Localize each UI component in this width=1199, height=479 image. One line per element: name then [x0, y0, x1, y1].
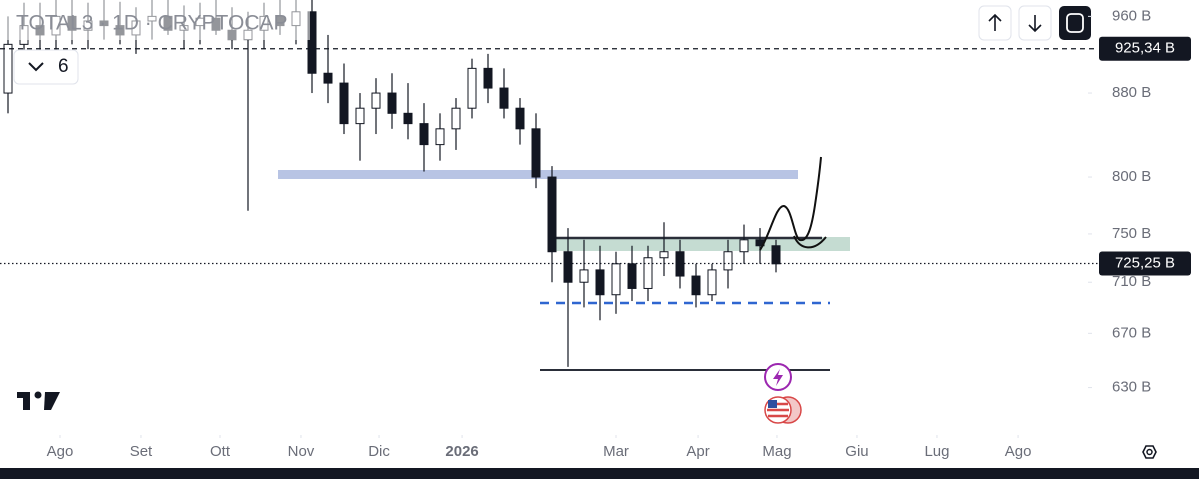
x-tick-label: 2026: [445, 443, 478, 460]
candle-body: [419, 123, 429, 146]
y-tick-label: 960 B: [1112, 7, 1151, 24]
y-tick-label: 880 B: [1112, 84, 1151, 101]
settings-button[interactable]: [1142, 445, 1157, 459]
y-tick-label: 750 B: [1112, 225, 1151, 242]
candle-body: [355, 107, 365, 125]
price-tag: [1099, 251, 1191, 276]
y-tick-label: 630 B: [1112, 379, 1151, 396]
candle-body: [611, 263, 621, 296]
candle-body: [595, 269, 605, 296]
candle-body: [339, 82, 349, 125]
bottom-bar: [0, 468, 1199, 479]
candle-body: [483, 67, 493, 89]
logo: [17, 391, 60, 410]
y-tick-label: 710 B: [1112, 273, 1151, 290]
candle-body: [627, 263, 637, 289]
x-tick-label: Ago: [1005, 443, 1032, 460]
symbol-title: TOTAL3 · 1D · CRYPTOCAP: [16, 12, 288, 35]
x-tick-label: Mag: [762, 443, 791, 460]
candle-body: [307, 11, 317, 74]
candle-body: [387, 92, 397, 114]
candle-body: [323, 72, 333, 84]
candle-body: [723, 251, 733, 271]
x-tick-label: Ott: [210, 443, 231, 460]
candles: [3, 0, 781, 367]
event-icon[interactable]: [764, 396, 802, 424]
fullscreen-button[interactable]: [1059, 6, 1091, 40]
indicator-count: 6: [58, 56, 69, 77]
drawn-sketch: [759, 156, 822, 251]
price-tag-label: 725,25 B: [1115, 254, 1175, 271]
drawn-sketch: [793, 235, 827, 249]
x-tick-label: Giu: [845, 443, 868, 460]
candle-body: [691, 275, 701, 296]
x-tick-label: Dic: [368, 443, 390, 460]
x-tick-label: Lug: [924, 443, 949, 460]
legend-backdrop: [0, 0, 310, 40]
candle-body: [451, 107, 461, 130]
x-tick-label: Nov: [288, 443, 315, 460]
indicator-toggle[interactable]: 6: [13, 49, 79, 85]
scroll-up-button[interactable]: [978, 5, 1012, 41]
candle-body: [643, 257, 653, 289]
candle-body: [371, 92, 381, 109]
y-tick-label: 800 B: [1112, 168, 1151, 185]
y-tick-label: 670 B: [1112, 324, 1151, 341]
scroll-down-button[interactable]: [1018, 5, 1052, 41]
candle-body: [435, 128, 445, 146]
candle-body: [467, 67, 477, 109]
x-tick-label: Mar: [603, 443, 629, 460]
candle-body: [499, 87, 509, 109]
candle-body: [515, 107, 525, 130]
x-tick-label: Set: [130, 443, 153, 460]
candle-body: [547, 176, 557, 253]
candle-body: [659, 251, 669, 259]
candle-body: [403, 112, 413, 125]
x-tick-label: Ago: [47, 443, 74, 460]
candle-body: [739, 239, 749, 253]
event-icon[interactable]: [764, 363, 792, 391]
candle-body: [707, 269, 717, 296]
candle-body: [771, 245, 781, 265]
x-tick-label: Apr: [686, 443, 709, 460]
candle-body: [531, 128, 541, 178]
candle-body: [563, 251, 573, 283]
candle-body: [3, 43, 13, 94]
price-tag-label: 925,34 B: [1115, 40, 1175, 57]
price-tag: [1099, 36, 1191, 61]
candle-body: [579, 269, 589, 283]
